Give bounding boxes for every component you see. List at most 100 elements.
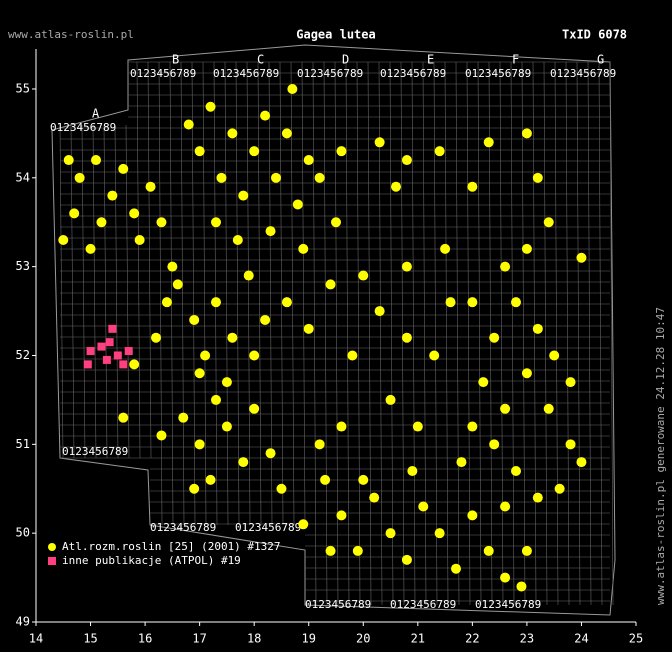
atpol-grid (477, 61, 482, 606)
atpol-grid (422, 61, 427, 606)
point (483, 137, 494, 148)
point (211, 394, 221, 405)
y-tick-label: 50 (16, 526, 30, 540)
point (113, 351, 122, 360)
point (369, 492, 380, 503)
point (500, 403, 511, 414)
atpol-digits: 0123456789 (305, 598, 371, 611)
legend-label: inne publikacje (ATPOL) #19 (62, 554, 241, 567)
atpol-digits: 0123456789 (297, 67, 363, 80)
atpol-grid (169, 61, 174, 526)
atpol-grid (488, 61, 493, 606)
point (107, 190, 118, 201)
point (298, 243, 309, 254)
atpol-column: D (342, 53, 349, 67)
point (543, 217, 554, 228)
atpol-digits: 0123456789 (465, 67, 531, 80)
point (489, 439, 500, 450)
point (183, 119, 194, 130)
point (418, 501, 429, 512)
point (232, 235, 243, 245)
point (532, 492, 543, 503)
point (314, 439, 325, 450)
x-tick-label: 17 (192, 632, 206, 646)
point (189, 314, 200, 325)
point (200, 350, 211, 361)
point (97, 342, 106, 351)
point (281, 128, 292, 139)
point (521, 128, 532, 139)
point (265, 226, 276, 237)
atpol-digits: 0123456789 (235, 521, 301, 534)
legend-marker (48, 543, 56, 551)
point (336, 421, 347, 432)
point (83, 360, 92, 369)
atpol-grid (114, 124, 119, 459)
atpol-grid (400, 61, 405, 606)
atpol-grid (389, 61, 394, 606)
source: www.atlas-roslin.pl (8, 28, 134, 41)
point (565, 439, 576, 450)
point (445, 297, 456, 308)
atpol-grid (455, 61, 460, 606)
point (385, 528, 396, 539)
atpol-grid (521, 61, 526, 606)
point (336, 510, 347, 521)
point (576, 252, 587, 263)
point (451, 563, 461, 574)
point (511, 297, 521, 308)
x-tick-label: 22 (465, 632, 479, 646)
atpol-digits: 0123456789 (50, 121, 116, 134)
y-tick-label: 53 (16, 259, 30, 273)
point (478, 377, 489, 388)
legend-label: Atl.rozm.roslin [25] (2001) #1327 (62, 540, 281, 553)
point (260, 314, 271, 325)
point (227, 332, 238, 343)
point (178, 412, 189, 423)
point (108, 324, 117, 333)
point (189, 483, 200, 494)
atpol-digits: 0123456789 (150, 521, 216, 534)
atpol-grid (312, 61, 317, 606)
point (467, 297, 478, 308)
atpol-grid (103, 124, 108, 459)
point (243, 270, 254, 281)
point (434, 528, 445, 539)
point (281, 297, 292, 308)
atpol-digits: 0123456789 (390, 598, 456, 611)
atpol-grid (433, 61, 438, 606)
point (276, 483, 287, 494)
x-tick-label: 15 (83, 632, 97, 646)
point (576, 457, 587, 468)
atpol-grid (257, 61, 262, 526)
point (456, 457, 467, 468)
point (554, 483, 565, 494)
atpol-digits: 0123456789 (62, 445, 128, 458)
point (358, 270, 369, 281)
point (249, 146, 260, 157)
atpol-grid (125, 124, 130, 459)
point (221, 421, 232, 432)
point (303, 155, 314, 166)
x-tick-label: 21 (411, 632, 425, 646)
point (145, 181, 156, 192)
atpol-grid (345, 61, 350, 606)
point (440, 243, 451, 254)
point (129, 359, 140, 370)
point (565, 377, 576, 388)
point (105, 338, 114, 347)
point (407, 465, 418, 476)
y-tick-label: 54 (16, 170, 30, 184)
atpol-column: A (92, 107, 100, 121)
point (194, 439, 205, 450)
point (211, 297, 221, 308)
point (521, 368, 532, 379)
point (161, 297, 172, 308)
atpol-column: C (257, 53, 264, 67)
point (489, 332, 500, 343)
point (211, 217, 221, 228)
x-tick-label: 16 (138, 632, 152, 646)
point (467, 421, 478, 432)
